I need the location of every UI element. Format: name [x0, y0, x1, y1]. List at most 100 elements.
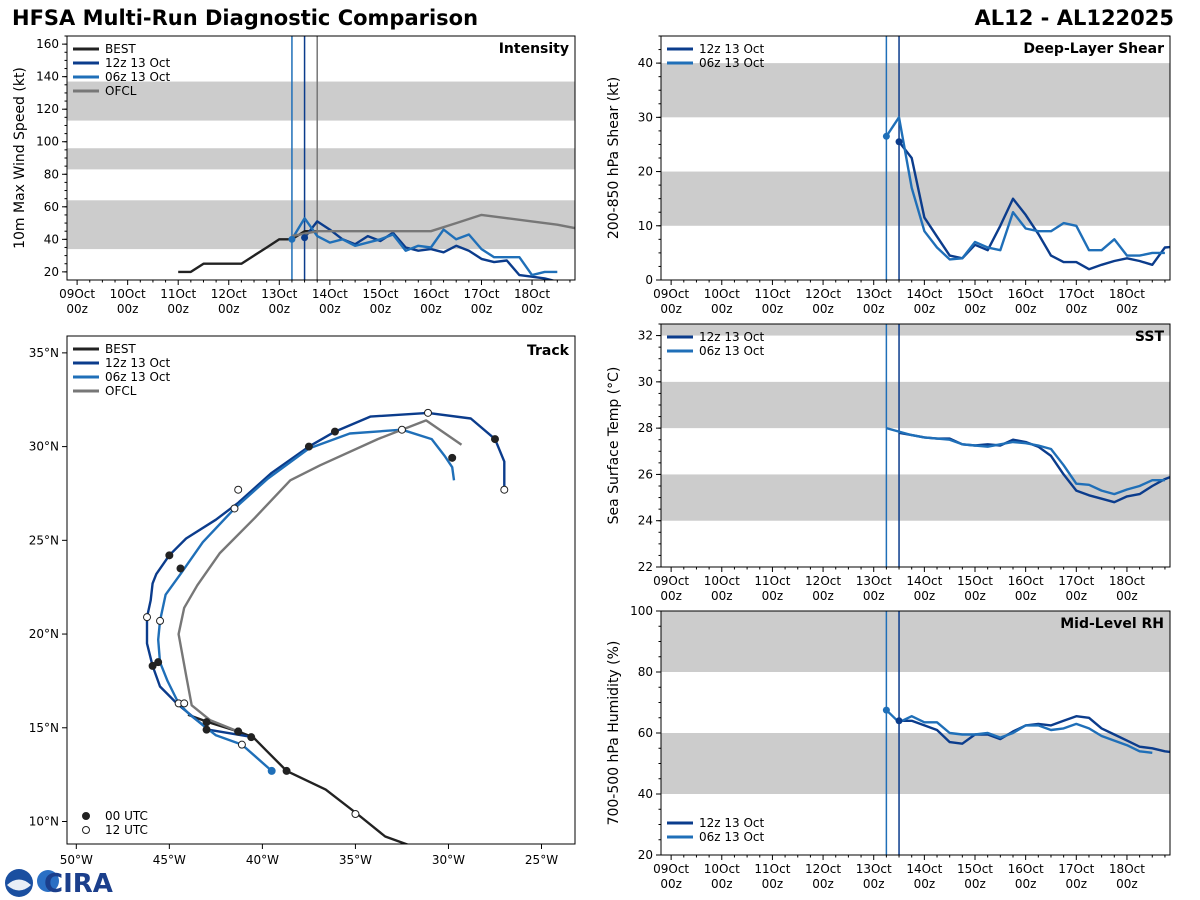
- intensity-xtick-label-hour: 00z: [66, 302, 88, 316]
- shear-xtick-label-hour: 00z: [711, 302, 733, 316]
- track-xtick-label: 40°W: [246, 853, 279, 867]
- sst-xtick-label-day: 11Oct: [754, 574, 790, 588]
- intensity-legend-label: OFCL: [105, 84, 137, 98]
- sst-ytick-label: 30: [638, 375, 653, 389]
- shear-xtick-label-day: 17Oct: [1058, 287, 1094, 301]
- intensity-xtick-label-day: 12Oct: [211, 287, 247, 301]
- sst-ytick-label: 32: [638, 329, 653, 343]
- sst-band-1: [661, 381, 1170, 429]
- track-xtick-label: 25°W: [525, 853, 558, 867]
- storm-id: AL12 - AL122025: [974, 6, 1175, 30]
- rh-ytick-label: 80: [638, 665, 653, 679]
- sst-legend-label: 06z 13 Oct: [699, 344, 765, 358]
- sst-xtick-label-hour: 00z: [762, 589, 784, 603]
- intensity-legend-label: 12z 13 Oct: [105, 56, 171, 70]
- track-ytick-label: 30°N: [29, 440, 59, 454]
- shear-xtick-label-hour: 00z: [1116, 302, 1138, 316]
- shear-xtick-label-hour: 00z: [1066, 302, 1088, 316]
- intensity-ytick-label: 80: [44, 167, 59, 181]
- track-point-12utc: [351, 810, 360, 819]
- sst-xtick-label-day: 10Oct: [704, 574, 740, 588]
- track-marker-legend-label: 00 UTC: [105, 809, 148, 823]
- shear-title: Deep-Layer Shear: [1023, 41, 1164, 57]
- rh-xtick-label-hour: 00z: [1015, 877, 1037, 891]
- shear-band-1: [661, 63, 1170, 118]
- sst-xtick-label-hour: 00z: [863, 589, 885, 603]
- rh-xtick-label-day: 12Oct: [805, 862, 841, 876]
- track-ytick-label: 15°N: [29, 721, 59, 735]
- track-point-00utc: [148, 661, 157, 670]
- rh-xtick-label-hour: 00z: [863, 877, 885, 891]
- sst-xtick-label-day: 14Oct: [906, 574, 942, 588]
- sst-xtick-label-hour: 00z: [1116, 589, 1138, 603]
- track-end-marker: [267, 766, 276, 775]
- track-point-00utc: [202, 725, 211, 734]
- intensity-xtick-label-hour: 00z: [218, 302, 240, 316]
- shear-xtick-label-hour: 00z: [1015, 302, 1037, 316]
- shear-ytick-label: 20: [638, 165, 653, 179]
- intensity-xtick-label-hour: 00z: [117, 302, 139, 316]
- shear-series-run12: [898, 140, 1170, 271]
- intensity-series-run06: [290, 216, 558, 277]
- rh-series-run12: [899, 715, 1170, 754]
- track-point-00utc: [330, 427, 339, 436]
- sst-xtick-label-day: 12Oct: [805, 574, 841, 588]
- shear-legend-label: 06z 13 Oct: [699, 56, 765, 70]
- shear-xtick-label-hour: 00z: [964, 302, 986, 316]
- track-ytick-label: 10°N: [29, 815, 59, 829]
- intensity-xtick-label-hour: 00z: [319, 302, 341, 316]
- shear-xtick-label-day: 15Oct: [957, 287, 993, 301]
- sst-xtick-label-day: 16Oct: [1008, 574, 1044, 588]
- sst-xtick-label-day: 09Oct: [653, 574, 689, 588]
- rh-xtick-label-hour: 00z: [1116, 877, 1138, 891]
- intensity-series-ofcl: [291, 213, 575, 238]
- sst-xtick-label-hour: 00z: [1066, 589, 1088, 603]
- intensity-xtick-label-hour: 00z: [471, 302, 493, 316]
- track-ytick-label: 25°N: [29, 533, 59, 547]
- track-point-00utc: [165, 551, 174, 560]
- sst-xtick-label-hour: 00z: [964, 589, 986, 603]
- track-point-12utc: [237, 740, 246, 749]
- globe-icon: [37, 870, 59, 892]
- rh-xtick-label-day: 14Oct: [906, 862, 942, 876]
- intensity-xtick-label-hour: 00z: [269, 302, 291, 316]
- intensity-title: Intensity: [499, 41, 569, 57]
- track-series-run12: [145, 411, 506, 739]
- intensity-ytick-label: 40: [44, 232, 59, 246]
- shear-xtick-label-day: 10Oct: [704, 287, 740, 301]
- intensity-xtick-label-day: 16Oct: [413, 287, 449, 301]
- rh-xtick-label-day: 15Oct: [957, 862, 993, 876]
- rh-xtick-label-day: 17Oct: [1058, 862, 1094, 876]
- rh-xtick-label-hour: 00z: [660, 877, 682, 891]
- sst-xtick-label-day: 15Oct: [957, 574, 993, 588]
- logo-text: CIRA: [44, 869, 113, 898]
- rh-xtick-label-day: 18Oct: [1109, 862, 1145, 876]
- intensity-ytick-label: 20: [44, 265, 59, 279]
- shear-xtick-label-hour: 00z: [863, 302, 885, 316]
- sst-xtick-label-day: 18Oct: [1109, 574, 1145, 588]
- track-point-00utc: [247, 733, 256, 742]
- track-point-12utc: [180, 699, 189, 708]
- track-legend-label: OFCL: [105, 384, 137, 398]
- track-marker-legend-label: 12 UTC: [105, 823, 148, 837]
- shear-xtick-label-hour: 00z: [762, 302, 784, 316]
- track-ytick-label: 20°N: [29, 627, 59, 641]
- rh-xtick-label-day: 13Oct: [856, 862, 892, 876]
- intensity-xtick-label-day: 14Oct: [312, 287, 348, 301]
- intensity-xtick-label-hour: 00z: [370, 302, 392, 316]
- sst-ytick-label: 28: [638, 421, 653, 435]
- intensity-xtick-label-day: 09Oct: [59, 287, 95, 301]
- track-title: Track: [527, 343, 570, 359]
- intensity-xtick-label-day: 17Oct: [463, 287, 499, 301]
- intensity-ytick-label: 60: [44, 200, 59, 214]
- shear-ytick-label: 0: [645, 273, 653, 287]
- sst-xtick-label-hour: 00z: [660, 589, 682, 603]
- sst-band-0: [661, 474, 1170, 521]
- intensity-band-2: [67, 81, 575, 121]
- intensity-ylabel: 10m Max Wind Speed (kt): [12, 67, 28, 249]
- rh-xtick-label-hour: 00z: [762, 877, 784, 891]
- rh-xtick-label-day: 11Oct: [754, 862, 790, 876]
- track-legend-label: 12z 13 Oct: [105, 356, 171, 370]
- sst-band-2: [661, 324, 1170, 336]
- sst-ytick-label: 24: [638, 514, 653, 528]
